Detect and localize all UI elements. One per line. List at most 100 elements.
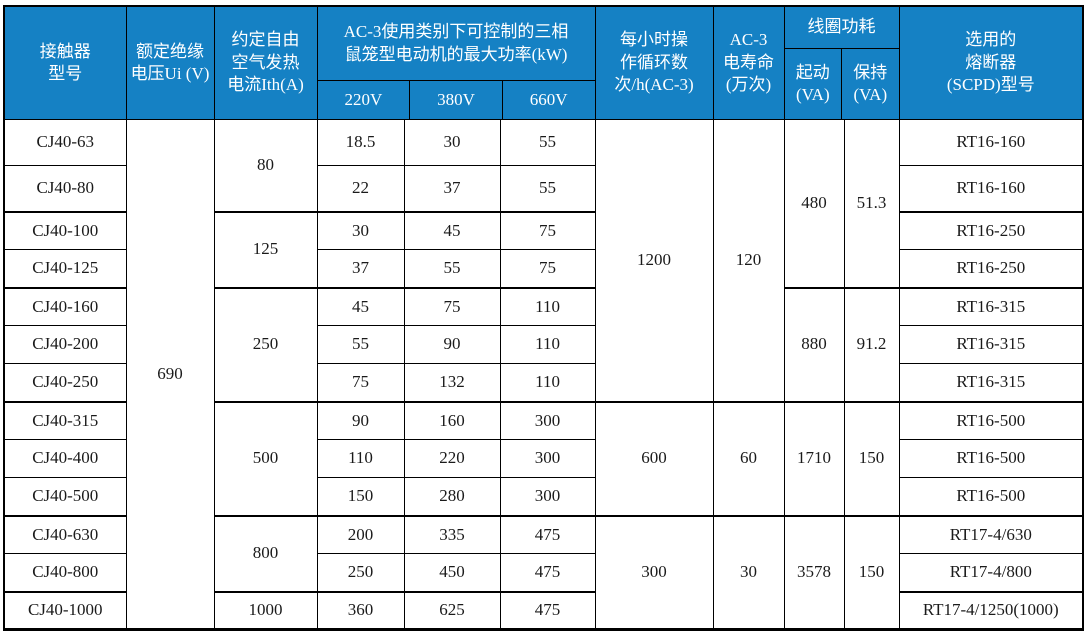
coil-hold-cell: 150	[843, 514, 900, 630]
model-cell: CJ40-800	[3, 553, 127, 592]
table-row: CJ40-500 150 280 300 RT16-500	[3, 477, 1084, 516]
model-cell: CJ40-100	[3, 210, 127, 250]
kw220-cell: 55	[316, 325, 405, 364]
col-header-thermal-current: 约定自由 空气发热 电流Ith(A)	[213, 5, 318, 120]
kw380-cell: 37	[403, 165, 501, 212]
kw660-cell: 55	[499, 119, 596, 166]
table-row: CJ40-800 250 450 475 RT17-4/800	[3, 553, 1084, 592]
fuse-cell: RT16-500	[898, 439, 1084, 478]
kw660-cell: 110	[499, 325, 596, 364]
kw660-cell: 300	[499, 439, 596, 478]
model-cell: CJ40-1000	[3, 590, 127, 630]
fuse-cell: RT16-315	[898, 325, 1084, 364]
kw220-cell: 200	[316, 514, 405, 554]
kw220-cell: 37	[316, 249, 405, 288]
kw220-cell: 360	[316, 590, 405, 630]
coil-power-group-title: 线圈功耗	[785, 7, 899, 49]
max-power-subheaders: 220V 380V 660V	[318, 81, 594, 119]
table-row: CJ40-250 75 132 110 RT16-315	[3, 363, 1084, 402]
thermal-current-cell: 800	[213, 514, 318, 592]
kw380-cell: 55	[403, 249, 501, 288]
kw380-cell: 335	[403, 514, 501, 554]
table-row: CJ40-200 55 90 110 RT16-315	[3, 325, 1084, 364]
model-cell: CJ40-630	[3, 514, 127, 554]
kw380-cell: 625	[403, 590, 501, 630]
fuse-cell: RT17-4/630	[898, 514, 1084, 554]
electrical-life-cell: 30	[712, 514, 785, 630]
kw660-cell: 300	[499, 400, 596, 440]
kw220-cell: 250	[316, 553, 405, 592]
table-row: CJ40-100 125 30 45 75 RT16-250	[3, 210, 1084, 288]
col-header-coil-hold: 保持 (VA)	[853, 62, 888, 104]
table-row: CJ40-80 22 37 55 RT16-160	[3, 165, 1084, 212]
fuse-cell: RT17-4/800	[898, 553, 1084, 592]
kw220-cell: 75	[316, 363, 405, 402]
kw380-cell: 280	[403, 477, 501, 516]
col-header-model: 接触器 型号	[3, 5, 127, 120]
table-row: CJ40-1000 1000 360 625 475 RT17-4/1250(1…	[3, 590, 1084, 630]
contactor-spec-table: 接触器 型号 额定绝缘 电压Ui (V) 约定自由 空气发热 电流Ith(A) …	[3, 5, 1085, 631]
table-row: CJ40-315 500 90 160 300 600 60 1710 150 …	[3, 400, 1084, 516]
electrical-life-cell: 120	[712, 119, 785, 402]
model-cell: CJ40-80	[3, 165, 127, 212]
kw660-cell: 55	[499, 165, 596, 212]
fuse-cell: RT16-160	[898, 119, 1084, 166]
fuse-cell: RT16-315	[898, 363, 1084, 402]
thermal-current-cell: 1000	[213, 590, 318, 630]
col-header-380v: 380V	[410, 81, 503, 119]
coil-power-subheaders: 起动 (VA) 保持 (VA)	[785, 49, 898, 119]
kw660-cell: 475	[499, 514, 596, 554]
coil-start-cell: 1710	[783, 400, 845, 516]
col-header-electrical-life: AC-3 电寿命 (万次)	[712, 5, 785, 120]
col-header-coil-power-group: 线圈功耗 起动 (VA) 保持 (VA)	[783, 5, 900, 120]
col-header-insulation-voltage: 额定绝缘 电压Ui (V)	[125, 5, 215, 120]
electrical-life-cell: 60	[712, 400, 785, 516]
table-row: CJ40-63 690 80 18.5 30 55 1200 120 480 5…	[3, 119, 1084, 630]
model-cell: CJ40-400	[3, 439, 127, 478]
kw220-cell: 45	[316, 286, 405, 326]
fuse-cell: RT16-500	[898, 477, 1084, 516]
fuse-cell: RT16-160	[898, 165, 1084, 212]
header-row: 接触器 型号 额定绝缘 电压Ui (V) 约定自由 空气发热 电流Ith(A) …	[3, 5, 1084, 120]
kw380-cell: 160	[403, 400, 501, 440]
kw660-cell: 75	[499, 210, 596, 250]
kw660-cell: 110	[499, 363, 596, 402]
kw220-cell: 30	[316, 210, 405, 250]
model-cell: CJ40-63	[3, 119, 127, 166]
model-cell: CJ40-160	[3, 286, 127, 326]
coil-hold-cell: 91.2	[843, 286, 900, 402]
model-cell: CJ40-500	[3, 477, 127, 516]
kw380-cell: 75	[403, 286, 501, 326]
kw380-cell: 45	[403, 210, 501, 250]
thermal-current-cell: 250	[213, 286, 318, 402]
model-cell: CJ40-250	[3, 363, 127, 402]
model-cell: CJ40-315	[3, 400, 127, 440]
col-header-max-power-group: AC-3使用类别下可控制的三相 鼠笼型电动机的最大功率(kW) 220V 380…	[316, 5, 596, 120]
kw660-cell: 475	[499, 590, 596, 630]
coil-hold-cell: 150	[843, 400, 900, 516]
thermal-current-cell: 125	[213, 210, 318, 288]
col-header-220v: 220V	[318, 81, 411, 119]
ops-per-hour-cell: 600	[594, 400, 714, 516]
fuse-cell: RT16-500	[898, 400, 1084, 440]
kw660-cell: 475	[499, 553, 596, 592]
kw220-cell: 90	[316, 400, 405, 440]
ops-per-hour-cell: 300	[594, 514, 714, 630]
kw380-cell: 220	[403, 439, 501, 478]
kw380-cell: 450	[403, 553, 501, 592]
kw660-cell: 110	[499, 286, 596, 326]
fuse-cell: RT16-315	[898, 286, 1084, 326]
table-row: CJ40-400 110 220 300 RT16-500	[3, 439, 1084, 478]
coil-start-cell: 880	[783, 286, 845, 402]
col-header-coil-start: 起动 (VA)	[785, 49, 843, 119]
ops-per-hour-cell: 1200	[594, 119, 714, 402]
fuse-cell: RT17-4/1250(1000)	[898, 590, 1084, 630]
max-power-group-title: AC-3使用类别下可控制的三相 鼠笼型电动机的最大功率(kW)	[318, 7, 595, 81]
insulation-voltage-cell: 690	[125, 119, 215, 630]
kw380-cell: 30	[403, 119, 501, 166]
table-header: 接触器 型号 额定绝缘 电压Ui (V) 约定自由 空气发热 电流Ith(A) …	[3, 5, 1084, 120]
table-row: CJ40-125 37 55 75 RT16-250	[3, 249, 1084, 288]
kw380-cell: 90	[403, 325, 501, 364]
kw220-cell: 110	[316, 439, 405, 478]
